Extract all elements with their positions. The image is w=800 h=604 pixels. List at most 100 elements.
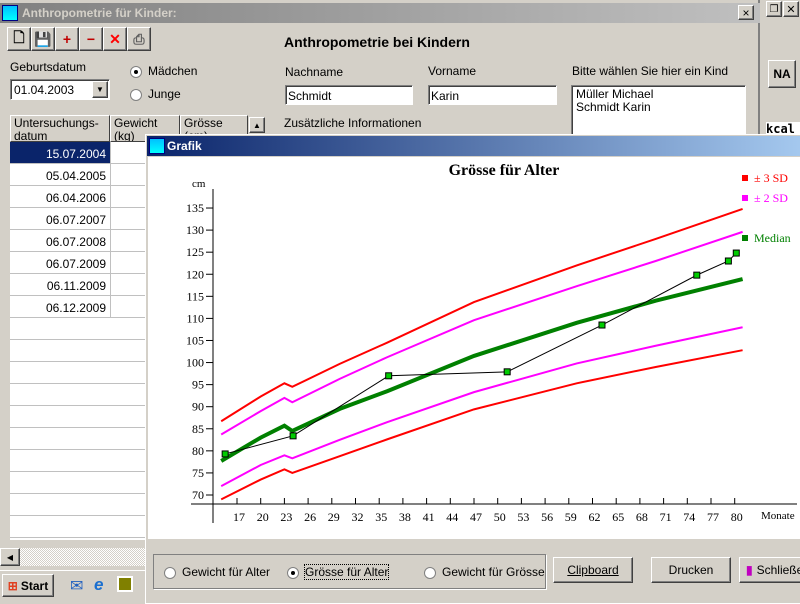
scroll-left-button[interactable]: ◀ xyxy=(0,548,20,566)
outlook-icon[interactable]: ✉ xyxy=(70,578,84,595)
chart-type-group xyxy=(153,554,546,589)
birthdate-value: 01.04.2003 xyxy=(14,83,75,97)
y-tick-label: 80 xyxy=(192,444,204,458)
option-height-age[interactable]: Grösse für Alter xyxy=(287,564,390,580)
radio-icon[interactable] xyxy=(287,566,299,579)
table-row[interactable]: 06.12.2009 xyxy=(10,296,110,318)
legend-label: ± 2 SD xyxy=(754,191,788,205)
table-row[interactable]: 06.11.2009 xyxy=(10,274,110,296)
table-row[interactable]: 06.07.2008 xyxy=(10,230,110,252)
x-tick-label: 41 xyxy=(423,510,435,524)
x-tick-label: 74 xyxy=(683,510,695,524)
table-row[interactable]: 06.07.2007 xyxy=(10,208,110,230)
start-button[interactable]: ⊞ Start xyxy=(2,574,54,597)
measurement-point xyxy=(503,368,511,376)
table-row[interactable]: 06.04.2006 xyxy=(10,186,110,208)
remove-row-icon: − xyxy=(86,31,96,47)
y-tick-label: 100 xyxy=(186,356,204,370)
radio-icon[interactable] xyxy=(130,65,142,78)
legend-swatch xyxy=(742,235,748,241)
table-cell-weight[interactable] xyxy=(110,296,150,318)
y-tick-label: 110 xyxy=(186,311,204,325)
option-weight-age[interactable]: Gewicht für Alter xyxy=(164,565,270,579)
radio-icon[interactable] xyxy=(164,566,176,579)
birthdate-combo[interactable]: 01.04.2003 ▼ xyxy=(10,79,110,100)
table-cell-weight[interactable] xyxy=(110,230,150,252)
x-tick-label: 59 xyxy=(565,510,577,524)
main-title: Anthropometrie für Kinder: xyxy=(22,6,177,20)
x-tick-label: 23 xyxy=(280,510,292,524)
curve-3sd xyxy=(220,207,743,423)
measurement-point xyxy=(598,321,606,329)
main-close-button[interactable]: × xyxy=(738,5,754,20)
radio-label: Grösse für Alter xyxy=(303,564,390,580)
radio-maedchen[interactable]: Mädchen xyxy=(130,64,197,78)
y-axis-label: cm xyxy=(192,178,206,190)
legend-label: Median xyxy=(754,231,791,245)
back-close-button[interactable]: ✕ xyxy=(783,1,799,17)
chart-background xyxy=(148,157,800,539)
x-tick-label: 47 xyxy=(470,510,482,524)
radio-icon[interactable] xyxy=(424,566,436,579)
app-icon xyxy=(149,138,165,154)
y-tick-label: 70 xyxy=(192,488,204,502)
y-tick-label: 135 xyxy=(186,201,204,215)
list-item[interactable]: Schmidt Karin xyxy=(576,100,651,114)
table-row[interactable]: 15.07.2004 xyxy=(10,142,110,164)
new-button[interactable]: 🗋 xyxy=(7,27,31,51)
print-button[interactable]: ⎙ xyxy=(127,27,151,51)
clipboard-button[interactable]: Clipboard xyxy=(553,557,633,583)
ie-icon[interactable]: e xyxy=(94,575,104,594)
save-button[interactable]: 💾 xyxy=(31,27,55,51)
legend-label: ± 3 SD xyxy=(754,171,788,185)
app-icon xyxy=(2,5,18,21)
lastname-input[interactable]: Schmidt xyxy=(285,85,413,105)
close-button[interactable]: ▮Schließen xyxy=(739,557,800,583)
legend-swatch xyxy=(742,175,748,181)
restore-button[interactable]: ❐ xyxy=(766,1,782,17)
y-tick-label: 95 xyxy=(192,378,204,392)
table-row[interactable]: 05.04.2005 xyxy=(10,164,110,186)
table-row[interactable]: 06.07.2009 xyxy=(10,252,110,274)
grafik-title: Grafik xyxy=(167,139,202,153)
table-cell-weight[interactable] xyxy=(110,274,150,296)
chart: Grösse für Alter cm Monate 70 75 80 85 90 95 100 1… xyxy=(148,157,800,539)
x-tick-label: 50 xyxy=(494,510,506,524)
radio-icon[interactable] xyxy=(130,88,142,101)
child-list[interactable]: Müller Michael Schmidt Karin xyxy=(571,85,746,135)
measurement-point xyxy=(221,450,229,458)
table-cell-weight[interactable] xyxy=(110,252,150,274)
radio-junge[interactable]: Junge xyxy=(130,87,181,101)
h-scrollbar[interactable]: ◀ xyxy=(0,548,145,566)
clock-app-icon[interactable] xyxy=(117,576,133,592)
print-button[interactable]: Drucken xyxy=(651,557,731,583)
y-tick-label: 120 xyxy=(186,267,204,281)
option-weight-height[interactable]: Gewicht für Grösse xyxy=(424,565,545,579)
table-cell-weight[interactable] xyxy=(110,208,150,230)
firstname-input[interactable]: Karin xyxy=(428,85,557,105)
table-cell-weight[interactable] xyxy=(110,186,150,208)
firstname-label: Vorname xyxy=(428,64,477,78)
remove-row-button[interactable]: − xyxy=(79,27,103,51)
radio-label: Gewicht für Grösse xyxy=(442,565,545,579)
x-tick-label: 77 xyxy=(707,510,719,524)
x-tick-label: 29 xyxy=(328,510,340,524)
table-bg xyxy=(10,318,150,540)
x-axis-label: Monate xyxy=(761,510,795,522)
x-tick-label: 65 xyxy=(612,510,624,524)
measurement-point xyxy=(724,257,732,265)
birthdate-label: Geburtsdatum xyxy=(10,60,87,74)
main-title-bar: Anthropometrie für Kinder: × xyxy=(0,3,760,23)
delete-button[interactable]: ✕ xyxy=(103,27,127,51)
windows-logo-icon: ⊞ xyxy=(7,578,18,593)
na-button[interactable]: NA xyxy=(768,60,796,88)
taskbar: ⊞ Start ✉ e xyxy=(0,570,145,600)
table-cell-weight[interactable] xyxy=(110,142,150,164)
table-cell-weight[interactable] xyxy=(110,164,150,186)
x-tick-label: 68 xyxy=(636,510,648,524)
add-row-button[interactable]: + xyxy=(55,27,79,51)
chevron-down-icon[interactable]: ▼ xyxy=(92,81,108,98)
list-item[interactable]: Müller Michael xyxy=(576,87,654,101)
col-header-date[interactable]: Untersuchungs- datum xyxy=(10,115,110,142)
scroll-up-button[interactable]: ▲ xyxy=(249,117,265,133)
